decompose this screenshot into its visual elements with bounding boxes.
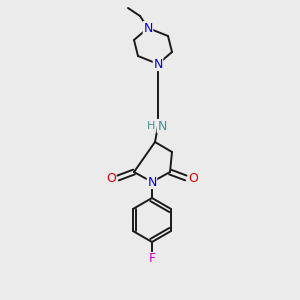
Text: O: O	[106, 172, 116, 184]
Text: H: H	[147, 121, 155, 131]
Text: F: F	[148, 253, 156, 266]
Text: N: N	[157, 119, 167, 133]
Text: O: O	[188, 172, 198, 184]
Text: N: N	[153, 58, 163, 70]
Text: N: N	[143, 22, 153, 34]
Text: N: N	[147, 176, 157, 188]
